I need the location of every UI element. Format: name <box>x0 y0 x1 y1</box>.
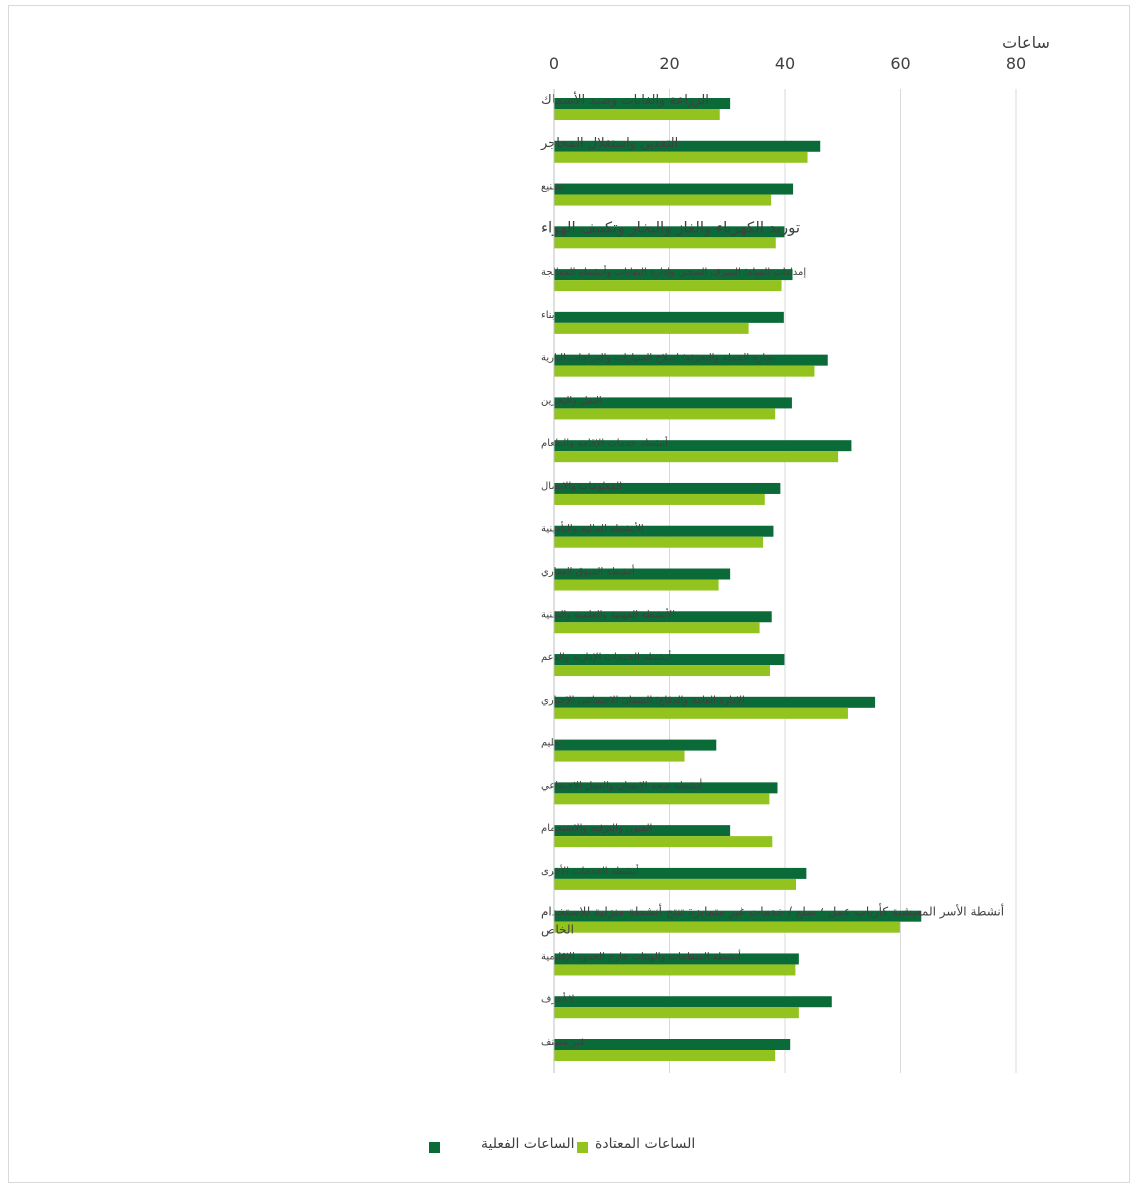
bar-usual <box>554 964 796 976</box>
bar-usual <box>554 1050 776 1061</box>
bar-actual <box>554 354 828 366</box>
x-tick-label: 0 <box>549 54 559 73</box>
category-label: غير مصنف <box>541 1037 585 1048</box>
bar-actual <box>554 226 785 238</box>
x-tick-label: 20 <box>659 54 679 73</box>
bar-usual <box>554 665 770 677</box>
bar-usual <box>554 707 848 719</box>
category-label: الزراعة والغابات وصيد الأسماك <box>541 91 709 108</box>
bar-actual <box>554 867 807 879</box>
bar-usual <box>554 493 765 505</box>
bar-actual <box>554 996 832 1008</box>
legend-label-usual: الساعات المعتادة <box>595 1136 696 1152</box>
category-label: الأنشطة المهنية والعلمية والتقنية <box>541 607 675 620</box>
bar-usual <box>554 750 685 762</box>
category-label: أنشطة صحة الإنسان والعمل الاجتماعي <box>541 778 703 791</box>
axis-unit-label: ساعات <box>1002 33 1050 52</box>
category-label: أنشطة المنظمات والهيئات خارج الحدود الإق… <box>541 949 741 962</box>
category-label: توريد الكهرباء والغاز والبخار وتكييف اله… <box>541 218 800 236</box>
bar-usual <box>554 793 770 805</box>
bar-usual <box>554 622 760 634</box>
bar-usual <box>554 1007 799 1019</box>
bar-usual <box>554 878 796 890</box>
bar-usual <box>554 151 808 163</box>
bar-actual <box>554 654 785 666</box>
bar-usual <box>554 280 782 292</box>
category-label: إمدادات المياه؛ الصرف الصحي وإدارة النفا… <box>541 265 806 278</box>
x-tick-label: 40 <box>775 54 795 73</box>
bar-actual <box>554 696 876 708</box>
category-label: أنشطة السوق العقاري <box>541 565 635 578</box>
category-label: أنشطة خدمات الإقامة والطعام <box>541 436 668 449</box>
category-label-cont: الخاص <box>541 923 574 938</box>
bar-actual <box>554 953 799 965</box>
bar-actual <box>554 910 922 922</box>
category-label: بناء <box>541 310 555 321</box>
legend: الساعات الفعلية الساعات المعتادة <box>429 1136 749 1158</box>
bar-usual <box>554 237 776 249</box>
category-label: تعليم <box>541 738 562 749</box>
bar-usual <box>554 921 900 933</box>
bar-usual <box>554 408 776 420</box>
legend-swatch-actual <box>429 1142 440 1153</box>
bar-usual <box>554 451 839 463</box>
bar-actual <box>554 397 792 409</box>
bar-actual <box>554 183 794 195</box>
bar-usual <box>554 322 749 334</box>
category-label: لا أعرف <box>541 992 575 1005</box>
bar-chart: 0 20 40 60 80 ساعات الزراعة والغابات وصيد الأس… <box>540 33 1050 1073</box>
category-label: الإدارة العامة والدفاع؛ الضمان الاجتماعي… <box>541 695 745 706</box>
bar-actual <box>554 825 731 837</box>
bar-actual <box>554 1039 791 1050</box>
bar-actual <box>554 98 731 109</box>
x-tick-label: 80 <box>1006 54 1026 73</box>
bar-usual <box>554 109 720 120</box>
x-tick-label: 60 <box>890 54 910 73</box>
bar-usual <box>554 836 773 848</box>
chart-frame: 0 20 40 60 80 ساعات الزراعة والغابات وصيد الأس… <box>8 5 1130 1183</box>
category-label: تصنيع <box>541 182 564 193</box>
category-label: الأنشطة المالية والتأمينية <box>541 521 644 535</box>
legend-label-actual: الساعات الفعلية <box>481 1136 575 1152</box>
bar-actual <box>554 525 774 537</box>
category-label: المعلومات والاتصال <box>541 481 622 492</box>
bar-actual <box>554 440 852 452</box>
bar-actual <box>554 482 781 494</box>
category-label: أنشطة الخدمات الإدارية والدعم <box>541 650 671 663</box>
category-label: أنشطة الخدمات الأخرى <box>541 864 639 877</box>
category-label: تجارة الجملة والتجزئة؛ إصلاح السيارات وا… <box>541 353 775 364</box>
bar-actual <box>554 782 778 794</box>
category-label: التعدين واستغلال المحاجر <box>540 136 678 151</box>
category-label: أنشطة الأسر المعيشية كأرباب عمل ؛ سلع / … <box>541 903 1004 920</box>
legend-swatch-usual <box>577 1142 588 1153</box>
bar-usual <box>554 194 772 206</box>
bar-actual <box>554 140 821 152</box>
bar-actual <box>554 568 731 580</box>
category-label: الفنون والترفيه والاستجمام <box>541 823 652 834</box>
bar-actual <box>554 269 793 281</box>
bar-usual <box>554 365 815 377</box>
bar-actual <box>554 311 784 323</box>
bar-usual <box>554 536 764 548</box>
bar-actual <box>554 739 717 751</box>
bar-actual <box>554 611 772 623</box>
bar-usual <box>554 579 719 591</box>
category-label: النقل والتخزين <box>541 395 602 406</box>
